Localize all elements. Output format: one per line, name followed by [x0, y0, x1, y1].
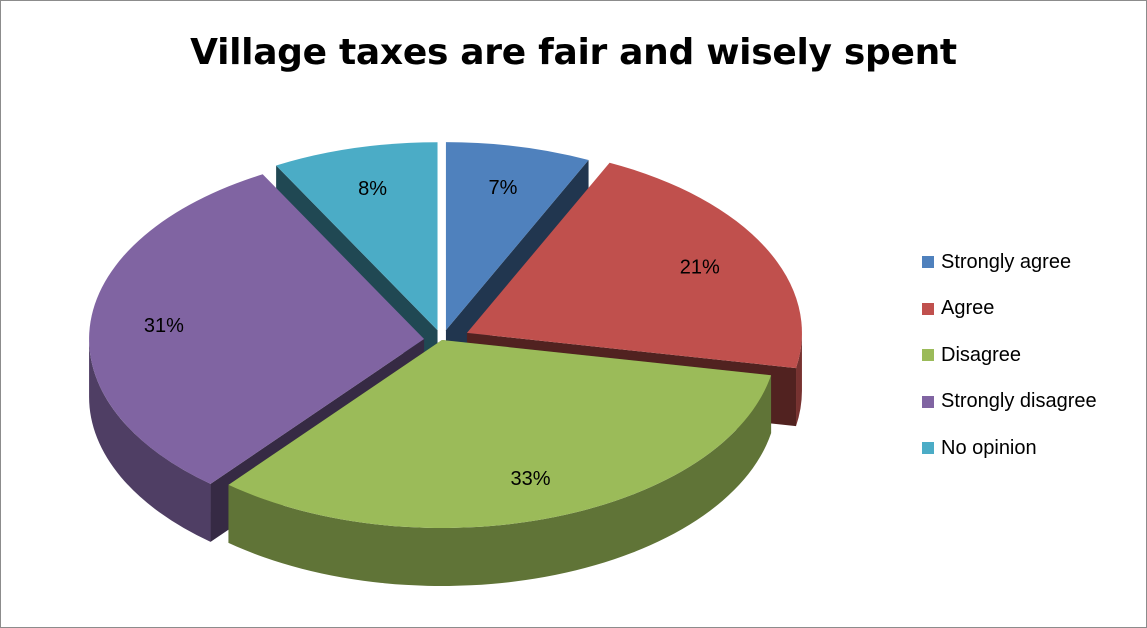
legend-item-agree: Agree: [922, 297, 1097, 321]
pie-slice: [228, 340, 772, 587]
pie-slice-top: [445, 142, 589, 331]
data-label: 21%: [680, 256, 720, 278]
pie-slice-edge: [228, 375, 772, 587]
legend-item-disagree: Disagree: [922, 343, 1097, 367]
chart-title: Village taxes are fair and wisely spent: [190, 32, 957, 73]
legend-label: Strongly agree: [941, 250, 1072, 273]
legend-item-strongly-agree: Strongly agree: [922, 250, 1097, 274]
legend-swatch: [922, 395, 934, 408]
data-label: 8%: [358, 178, 387, 200]
chart-legend: Strongly agree Agree Disagree Strongly d…: [922, 250, 1097, 483]
legend-label: No opinion: [941, 436, 1037, 459]
legend-swatch: [922, 349, 934, 361]
pie-slice-top: [89, 174, 425, 484]
legend-swatch: [922, 256, 934, 268]
legend-swatch: [922, 302, 934, 315]
legend-item-strongly-disagree: Strongly disagree: [922, 390, 1097, 414]
legend-label: Disagree: [941, 343, 1022, 366]
pie-slice-edge: [796, 332, 802, 427]
pie-slice-top: [228, 340, 772, 528]
data-label: 7%: [488, 177, 517, 199]
legend-item-no-opinion: No opinion: [922, 436, 1097, 460]
pie-slice-edge: [89, 339, 211, 542]
legend-swatch: [922, 442, 934, 454]
pie-slice-top: [466, 162, 802, 369]
data-label: 33%: [510, 468, 550, 490]
legend-label: Agree: [941, 297, 995, 319]
pie-slice-top: [276, 142, 438, 331]
legend-label: Strongly disagree: [941, 390, 1097, 412]
data-label: 31%: [144, 315, 184, 337]
